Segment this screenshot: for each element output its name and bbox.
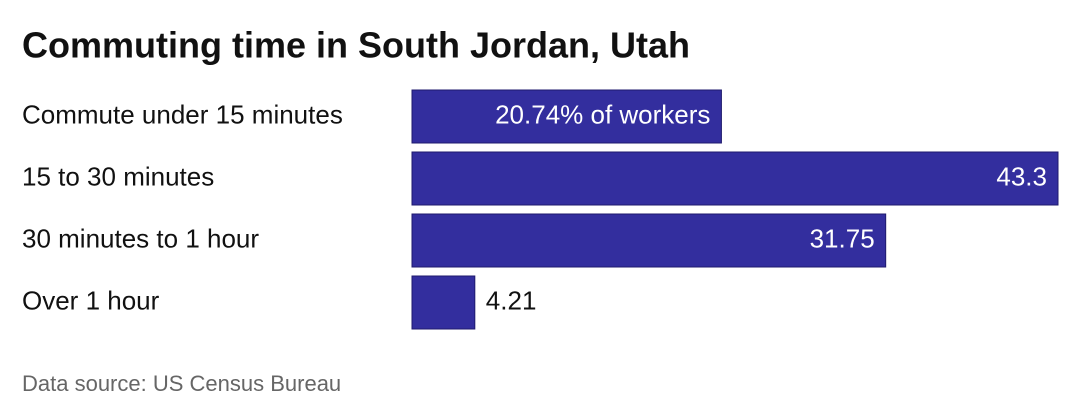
value-label: 43.3 bbox=[996, 161, 1047, 191]
category-label: 30 minutes to 1 hour bbox=[22, 223, 259, 253]
bar bbox=[411, 213, 887, 268]
bar bbox=[411, 151, 1059, 206]
source-note: Data source: US Census Bureau bbox=[22, 371, 341, 396]
category-label: Commute under 15 minutes bbox=[22, 99, 343, 129]
category-label: Over 1 hour bbox=[22, 285, 160, 315]
chart-title: Commuting time in South Jordan, Utah bbox=[22, 25, 690, 66]
value-label: 4.21 bbox=[486, 285, 537, 315]
category-label: 15 to 30 minutes bbox=[22, 161, 214, 191]
value-label: 31.75 bbox=[810, 223, 875, 253]
value-label: 20.74% of workers bbox=[495, 99, 710, 129]
bar bbox=[411, 89, 722, 144]
bar bbox=[411, 275, 476, 330]
